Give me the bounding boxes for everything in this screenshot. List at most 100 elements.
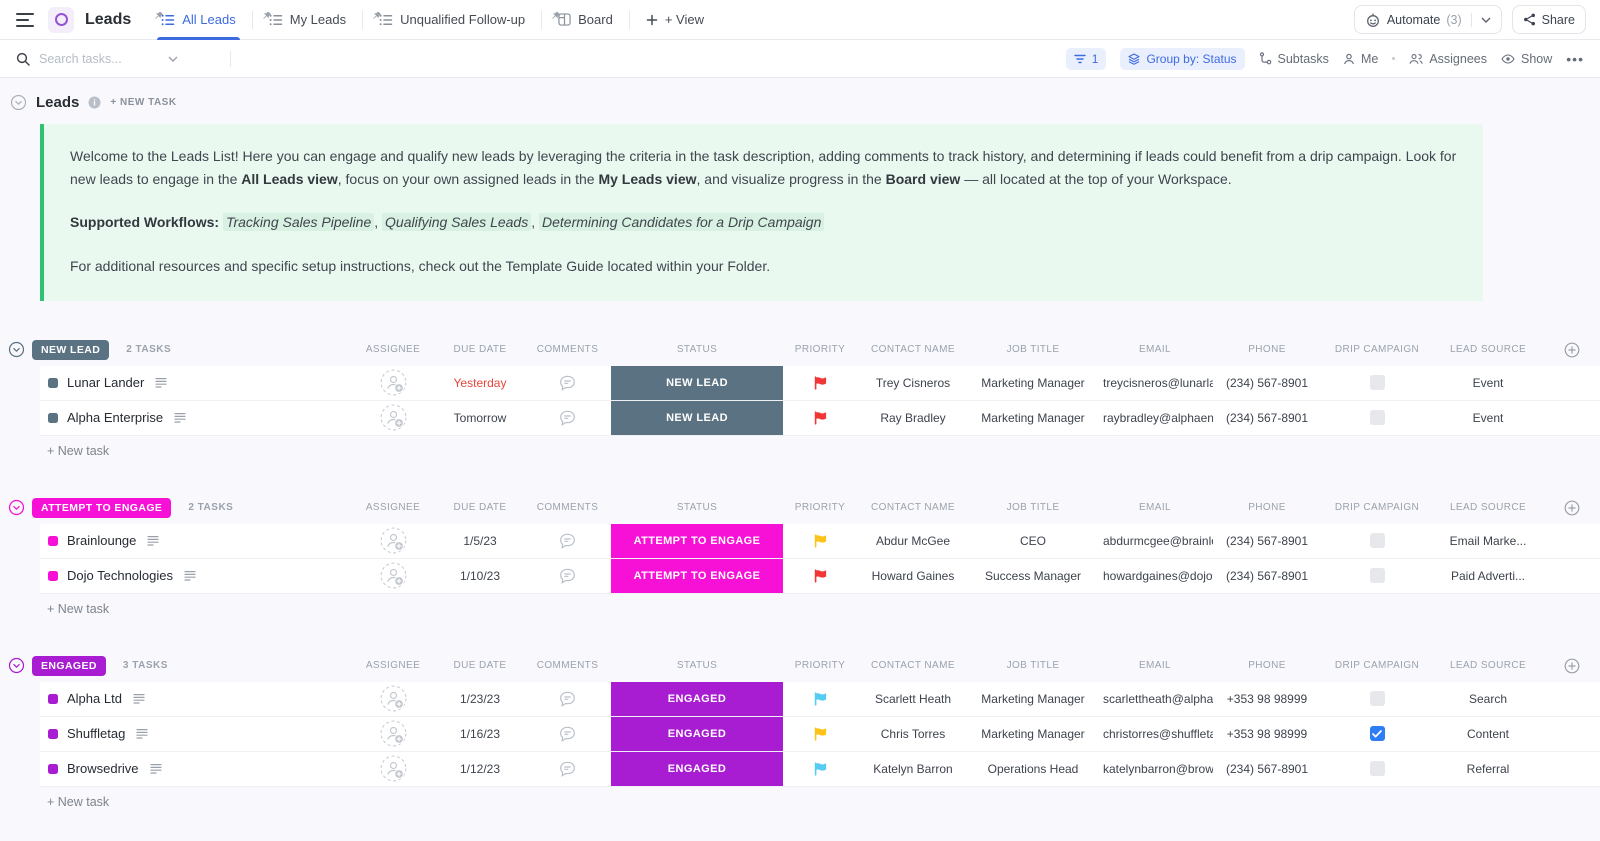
- phone-cell[interactable]: (234) 567-8901: [1225, 410, 1309, 425]
- column-header-due-date[interactable]: DUE DATE: [453, 502, 507, 514]
- column-header-phone[interactable]: PHONE: [1248, 660, 1286, 672]
- add-column-button[interactable]: [1543, 500, 1600, 516]
- column-header-email[interactable]: EMAIL: [1138, 344, 1171, 356]
- status-group-badge[interactable]: ATTEMPT TO ENGAGE: [32, 497, 172, 518]
- new-task-button[interactable]: + NEW TASK: [110, 96, 177, 108]
- task-name[interactable]: Lunar Lander: [67, 375, 145, 391]
- drip-campaign-checkbox[interactable]: [1369, 410, 1385, 426]
- status-badge[interactable]: ENGAGED: [611, 716, 783, 751]
- tab-my-leads[interactable]: My Leads: [255, 0, 360, 40]
- automate-button[interactable]: Automate (3): [1353, 5, 1502, 34]
- column-header-priority[interactable]: PRIORITY: [794, 660, 846, 672]
- description-icon[interactable]: [155, 377, 167, 388]
- tab--view[interactable]: + View: [632, 0, 718, 40]
- status-square-icon[interactable]: [48, 763, 58, 774]
- drip-campaign-checkbox[interactable]: [1369, 691, 1385, 707]
- phone-cell[interactable]: (234) 567-8901: [1225, 533, 1309, 548]
- status-group-badge[interactable]: NEW LEAD: [32, 339, 110, 360]
- email-cell[interactable]: abdurmcgee@brainlo: [1103, 533, 1213, 548]
- column-header-status[interactable]: STATUS: [676, 660, 718, 672]
- column-header-contact-name[interactable]: CONTACT NAME: [871, 344, 955, 356]
- task-name[interactable]: Brainlounge: [67, 533, 137, 549]
- column-header-email[interactable]: EMAIL: [1138, 660, 1171, 672]
- phone-cell[interactable]: +353 98 98999: [1226, 726, 1308, 741]
- priority-flag-icon[interactable]: [814, 762, 827, 776]
- lead-source-cell[interactable]: Email Marke...: [1449, 533, 1527, 548]
- column-header-phone[interactable]: PHONE: [1248, 344, 1286, 356]
- add-assignee-icon[interactable]: [380, 562, 407, 589]
- drip-campaign-checkbox[interactable]: [1369, 375, 1385, 391]
- column-header-comments[interactable]: COMMENTS: [536, 502, 599, 514]
- status-badge[interactable]: ENGAGED: [611, 751, 783, 786]
- filter-button[interactable]: 1: [1065, 47, 1107, 70]
- column-header-due-date[interactable]: DUE DATE: [453, 344, 507, 356]
- due-date-cell[interactable]: Tomorrow: [453, 410, 507, 425]
- drip-campaign-checkbox[interactable]: [1369, 726, 1385, 742]
- add-assignee-icon[interactable]: [380, 404, 407, 431]
- priority-flag-icon[interactable]: [814, 534, 827, 548]
- status-square-icon[interactable]: [48, 377, 58, 388]
- workspace-logo[interactable]: [48, 6, 74, 33]
- hamburger-menu-icon[interactable]: [16, 12, 34, 27]
- email-cell[interactable]: raybradley@alphaent: [1103, 410, 1213, 425]
- tab-unqualified-follow-up[interactable]: Unqualified Follow-up: [365, 0, 539, 40]
- priority-flag-icon[interactable]: [814, 376, 827, 390]
- due-date-cell[interactable]: 1/23/23: [459, 691, 501, 706]
- status-badge[interactable]: ENGAGED: [611, 681, 783, 716]
- comment-icon[interactable]: [558, 409, 577, 427]
- priority-flag-icon[interactable]: [814, 569, 827, 583]
- column-header-drip-campaign[interactable]: DRIP CAMPAIGN: [1334, 344, 1420, 356]
- collapse-group-icon[interactable]: [8, 657, 25, 674]
- drip-campaign-checkbox[interactable]: [1369, 761, 1385, 777]
- due-date-cell[interactable]: 1/16/23: [459, 726, 501, 741]
- due-date-cell[interactable]: 1/5/23: [463, 533, 497, 548]
- contact-name-cell[interactable]: Katelyn Barron: [873, 761, 953, 776]
- task-name[interactable]: Shuffletag: [67, 726, 126, 742]
- column-header-lead-source[interactable]: LEAD SOURCE: [1449, 502, 1527, 514]
- add-column-button[interactable]: [1543, 342, 1600, 358]
- description-icon[interactable]: [133, 693, 145, 704]
- chevron-down-icon[interactable]: [1481, 17, 1491, 23]
- job-title-cell[interactable]: CEO: [1019, 533, 1046, 548]
- job-title-cell[interactable]: Success Manager: [984, 568, 1082, 583]
- column-header-priority[interactable]: PRIORITY: [794, 502, 846, 514]
- column-header-drip-campaign[interactable]: DRIP CAMPAIGN: [1334, 502, 1420, 514]
- job-title-cell[interactable]: Marketing Manager: [981, 726, 1085, 741]
- show-button[interactable]: Show: [1501, 52, 1552, 66]
- status-square-icon[interactable]: [48, 570, 58, 581]
- description-icon[interactable]: [136, 728, 148, 739]
- contact-name-cell[interactable]: Scarlett Heath: [874, 691, 952, 706]
- email-cell[interactable]: howardgaines@dojot: [1103, 568, 1213, 583]
- email-cell[interactable]: katelynbarron@brows: [1103, 761, 1213, 776]
- add-task-button[interactable]: + New task: [47, 794, 110, 809]
- due-date-cell[interactable]: 1/10/23: [459, 568, 501, 583]
- status-square-icon[interactable]: [48, 535, 58, 546]
- description-icon[interactable]: [149, 763, 162, 774]
- status-badge[interactable]: NEW LEAD: [611, 400, 783, 435]
- status-badge[interactable]: NEW LEAD: [611, 365, 783, 400]
- task-name[interactable]: Browsedrive: [67, 761, 139, 777]
- contact-name-cell[interactable]: Trey Cisneros: [875, 375, 951, 390]
- column-header-assignee[interactable]: ASSIGNEE: [365, 660, 421, 672]
- drip-campaign-checkbox[interactable]: [1369, 568, 1385, 584]
- column-header-phone[interactable]: PHONE: [1248, 502, 1286, 514]
- add-task-button[interactable]: + New task: [47, 601, 110, 616]
- share-button[interactable]: Share: [1511, 5, 1586, 34]
- comment-icon[interactable]: [558, 374, 577, 392]
- job-title-cell[interactable]: Marketing Manager: [981, 691, 1085, 706]
- column-header-priority[interactable]: PRIORITY: [794, 344, 846, 356]
- column-header-drip-campaign[interactable]: DRIP CAMPAIGN: [1334, 660, 1420, 672]
- column-header-job-title[interactable]: JOB TITLE: [1006, 502, 1060, 514]
- lead-source-cell[interactable]: Event: [1472, 375, 1504, 390]
- add-task-button[interactable]: + New task: [47, 443, 110, 458]
- phone-cell[interactable]: (234) 567-8901: [1225, 375, 1309, 390]
- due-date-cell[interactable]: Yesterday: [453, 375, 507, 390]
- job-title-cell[interactable]: Marketing Manager: [981, 375, 1085, 390]
- collapse-group-icon[interactable]: [8, 341, 25, 358]
- column-header-status[interactable]: STATUS: [676, 502, 718, 514]
- status-square-icon[interactable]: [48, 728, 58, 739]
- contact-name-cell[interactable]: Ray Bradley: [880, 410, 946, 425]
- column-header-status[interactable]: STATUS: [676, 344, 718, 356]
- lead-source-cell[interactable]: Content: [1466, 726, 1510, 741]
- column-header-lead-source[interactable]: LEAD SOURCE: [1449, 344, 1527, 356]
